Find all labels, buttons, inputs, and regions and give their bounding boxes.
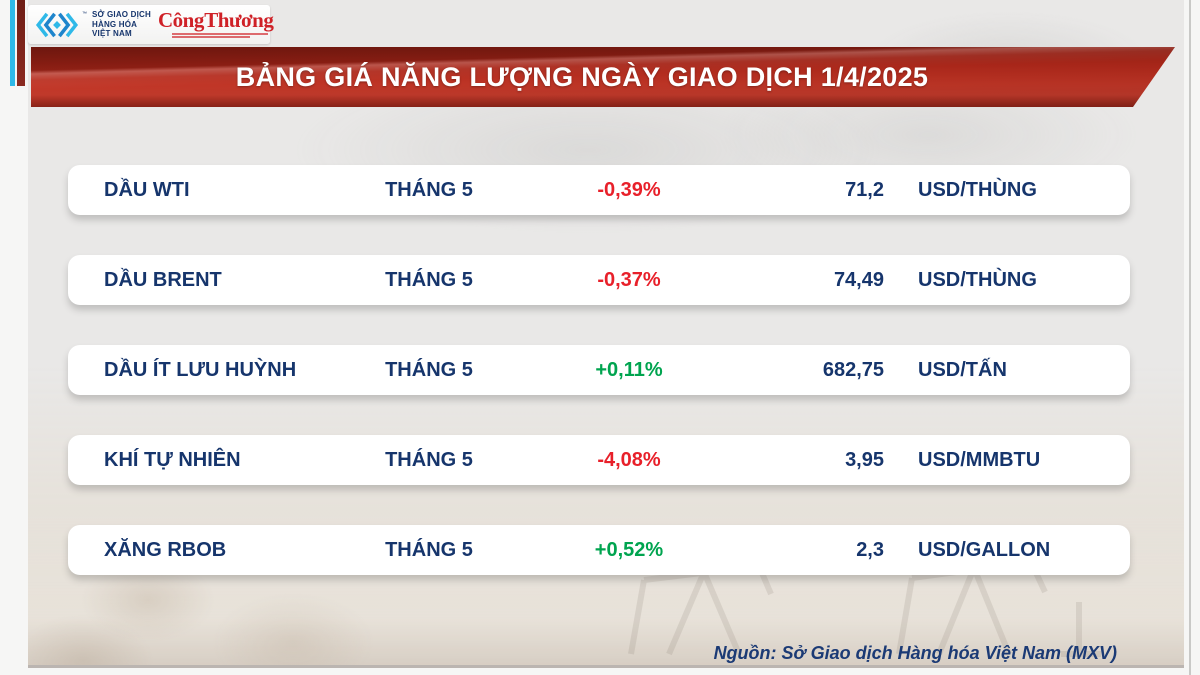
congthuong-wordmark: Công Thương [158, 8, 274, 32]
price-unit: USD/THÙNG [918, 178, 1037, 201]
price-value: 682,75 [822, 358, 884, 381]
contract-month: THÁNG 5 [385, 268, 473, 291]
change-percent: -0,37% [597, 268, 661, 291]
contract-month: THÁNG 5 [385, 358, 473, 381]
commodity-name: KHÍ TỰ NHIÊN [104, 448, 241, 471]
title-banner: BẢNG GIÁ NĂNG LƯỢNG NGÀY GIAO DỊCH 1/4/2… [31, 47, 1175, 107]
price-unit: USD/MMBTU [918, 448, 1041, 471]
contract-month: THÁNG 5 [385, 538, 473, 561]
tagline-line [172, 36, 251, 38]
price-unit: USD/TẤN [918, 358, 1007, 381]
price-value: 2,3 [856, 538, 884, 561]
exchange-name-line3: VIỆT NAM [92, 29, 132, 39]
table-row: DẦU BRENT THÁNG 5 -0,37% 74,49 USD/THÙNG [68, 255, 1130, 305]
tagline-line [172, 33, 269, 35]
table-row: DẦU WTI THÁNG 5 -0,39% 71,2 USD/THÙNG [68, 165, 1130, 215]
exchange-name: SỞ GIAO DỊCH HÀNG HÓA VIỆT NAM [92, 10, 151, 39]
exchange-name-line2: HÀNG HÓA [92, 19, 138, 29]
trademark-symbol: ™ [82, 11, 87, 17]
page-title: BẢNG GIÁ NĂNG LƯỢNG NGÀY GIAO DỊCH 1/4/2… [235, 61, 929, 92]
change-percent: +0,11% [595, 358, 663, 381]
page-edge-divider [1189, 0, 1191, 675]
mxv-logo-icon [35, 12, 79, 37]
exchange-name-line1: SỞ GIAO DỊCH [92, 9, 152, 19]
commodity-name: DẦU WTI [104, 178, 190, 201]
commodity-name: DẦU ÍT LƯU HUỲNH [104, 358, 297, 381]
accent-stripe-cyan [10, 0, 15, 86]
source-attribution: Nguồn: Sở Giao dịch Hàng hóa Việt Nam (M… [713, 643, 1117, 663]
table-row: XĂNG RBOB THÁNG 5 +0,52% 2,3 USD/GALLON [68, 525, 1130, 575]
price-unit: USD/THÙNG [918, 268, 1037, 291]
contract-month: THÁNG 5 [385, 448, 473, 471]
commodity-name: XĂNG RBOB [104, 538, 227, 561]
brand-logo-card: ™ SỞ GIAO DỊCH HÀNG HÓA VIỆT NAM Công Th… [28, 5, 274, 44]
price-value: 3,95 [845, 448, 884, 471]
price-unit: USD/GALLON [918, 538, 1051, 561]
change-percent: -0,39% [597, 178, 661, 201]
contract-month: THÁNG 5 [385, 178, 473, 201]
price-value: 74,49 [833, 268, 884, 291]
table-row: KHÍ TỰ NHIÊN THÁNG 5 -4,08% 3,95 USD/MMB… [68, 435, 1130, 485]
table-row: DẦU ÍT LƯU HUỲNH THÁNG 5 +0,11% 682,75 U… [68, 345, 1130, 395]
congthuong-tagline-lines [172, 33, 269, 39]
change-percent: -4,08% [597, 448, 661, 471]
accent-stripe-maroon [17, 0, 25, 86]
price-value: 71,2 [845, 178, 884, 201]
congthuong-wordmark-block: Công Thương [158, 8, 274, 39]
commodity-name: DẦU BRENT [104, 268, 222, 291]
change-percent: +0,52% [594, 538, 664, 561]
price-table: DẦU WTI THÁNG 5 -0,39% 71,2 USD/THÙNG DẦ… [68, 165, 1130, 615]
